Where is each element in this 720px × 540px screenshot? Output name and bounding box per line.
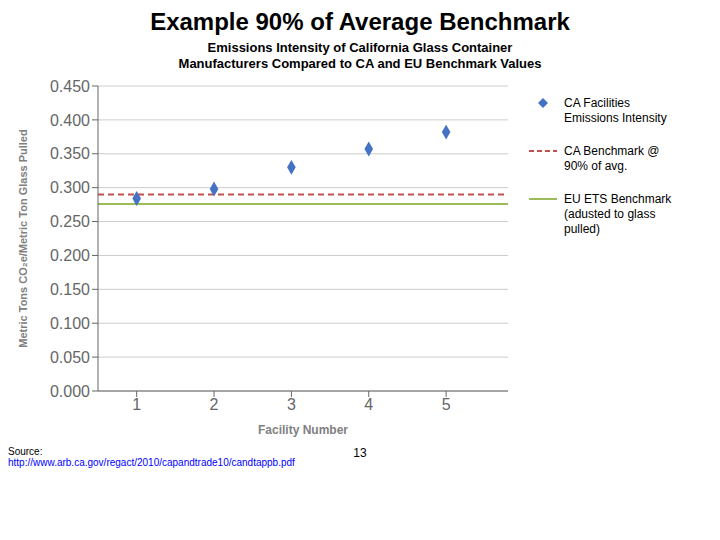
html-text:pulled): pulled) xyxy=(564,222,600,236)
html-text:CA Benchmark @: CA Benchmark @ xyxy=(564,144,660,158)
html-text:CA Facilities: CA Facilities xyxy=(564,96,630,110)
html-text:http://www.arb.ca.gov/regact/2: http://www.arb.ca.gov/regact/2010/capand… xyxy=(8,457,295,468)
html-text:90% of avg.: 90% of avg. xyxy=(564,159,628,173)
svg-text:5: 5 xyxy=(442,396,451,413)
svg-text:0.100: 0.100 xyxy=(50,315,90,332)
svg-text:Facility Number: Facility Number xyxy=(258,423,348,437)
html-text:Emissions Intensity: Emissions Intensity xyxy=(564,111,667,125)
svg-text:1: 1 xyxy=(132,396,141,413)
html-text:13: 13 xyxy=(353,446,367,460)
html-text:Emissions Intensity of Califor: Emissions Intensity of California Glass … xyxy=(207,40,513,55)
svg-text:0.300: 0.300 xyxy=(50,179,90,196)
svg-text:0.250: 0.250 xyxy=(50,213,90,230)
html-text:Source:: Source: xyxy=(8,446,43,457)
svg-text:0.200: 0.200 xyxy=(50,247,90,264)
html-text:EU ETS Benchmark: EU ETS Benchmark xyxy=(564,192,672,206)
svg-text:Metric Tons CO₂e/Metric Ton Gl: Metric Tons CO₂e/Metric Ton Glass Pulled xyxy=(17,129,29,347)
svg-text:0.350: 0.350 xyxy=(50,145,90,162)
svg-text:0.050: 0.050 xyxy=(50,349,90,366)
svg-text:3: 3 xyxy=(287,396,296,413)
html-text:Example 90% of Average Benchma: Example 90% of Average Benchmark xyxy=(150,8,570,35)
svg-text:2: 2 xyxy=(210,396,219,413)
svg-text:0.400: 0.400 xyxy=(50,112,90,129)
html-text:Manufacturers Compared to CA a: Manufacturers Compared to CA and EU Benc… xyxy=(178,56,542,71)
svg-text:0.450: 0.450 xyxy=(50,78,90,95)
html-text:(adusted to glass: (adusted to glass xyxy=(564,207,656,221)
svg-text:4: 4 xyxy=(364,396,373,413)
svg-text:0.150: 0.150 xyxy=(50,281,90,298)
svg-text:0.000: 0.000 xyxy=(50,383,90,400)
